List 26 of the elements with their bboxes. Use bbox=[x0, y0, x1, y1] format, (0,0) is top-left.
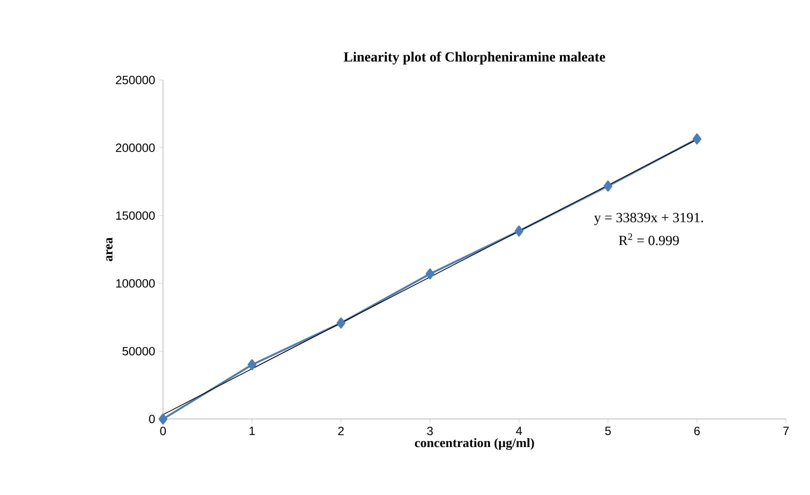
point bbox=[426, 268, 434, 280]
y-tick-label: 150000 bbox=[116, 211, 155, 220]
y-tick-label: 250000 bbox=[116, 76, 155, 84]
annotation: R$^{2}$ = 0.999 bbox=[618, 233, 679, 246]
point bbox=[158, 414, 168, 424]
y-tick-label: 0 bbox=[149, 414, 155, 424]
y-axis-title: area bbox=[106, 238, 112, 262]
annotation: y = 33839x + 3191. bbox=[594, 212, 703, 226]
x-tick-label: 6 bbox=[694, 426, 700, 436]
x-tick-label: 5 bbox=[605, 426, 611, 436]
x-tick-label: 0 bbox=[160, 426, 166, 436]
x-tick-label: 2 bbox=[338, 426, 344, 436]
point bbox=[514, 226, 524, 237]
point bbox=[692, 133, 702, 144]
x-tick-label: 3 bbox=[427, 426, 433, 436]
point bbox=[604, 180, 612, 192]
point bbox=[248, 359, 256, 370]
x-tick-label: 7 bbox=[783, 426, 789, 435]
x-tick-label: 4 bbox=[516, 426, 522, 435]
chart-title: Linearity plot of Chlorpheniramine maleate bbox=[344, 52, 606, 64]
y-tick-label: 50000 bbox=[122, 346, 155, 356]
y-tick-label: 100000 bbox=[116, 279, 155, 288]
x-axis-title: concentration (µg/ml) bbox=[414, 438, 534, 450]
y-tick-label: 200000 bbox=[116, 144, 155, 152]
point bbox=[336, 317, 346, 328]
x-tick-label: 1 bbox=[250, 426, 255, 435]
